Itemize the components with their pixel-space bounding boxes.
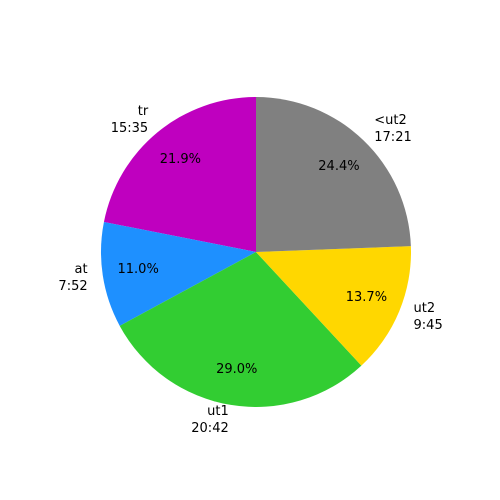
slice-label: tr 15:35 — [110, 104, 149, 137]
percent-label: 11.0% — [117, 262, 159, 278]
percent-label: 13.7% — [345, 290, 388, 306]
slice-label: ut1 20:42 — [191, 404, 229, 437]
slice-label: <ut2 17:21 — [374, 113, 412, 146]
pie-slice — [100, 221, 256, 326]
pie-slice — [119, 252, 362, 407]
slice-label: at 7:52 — [58, 261, 88, 294]
pie-slice — [103, 97, 256, 252]
percent-label: 21.9% — [159, 152, 202, 168]
pie-slice — [256, 246, 411, 366]
pie-slice — [256, 97, 411, 252]
slice-label: ut2 9:45 — [413, 301, 443, 334]
percent-label: 29.0% — [216, 362, 258, 378]
percent-label: 24.4% — [318, 158, 360, 174]
